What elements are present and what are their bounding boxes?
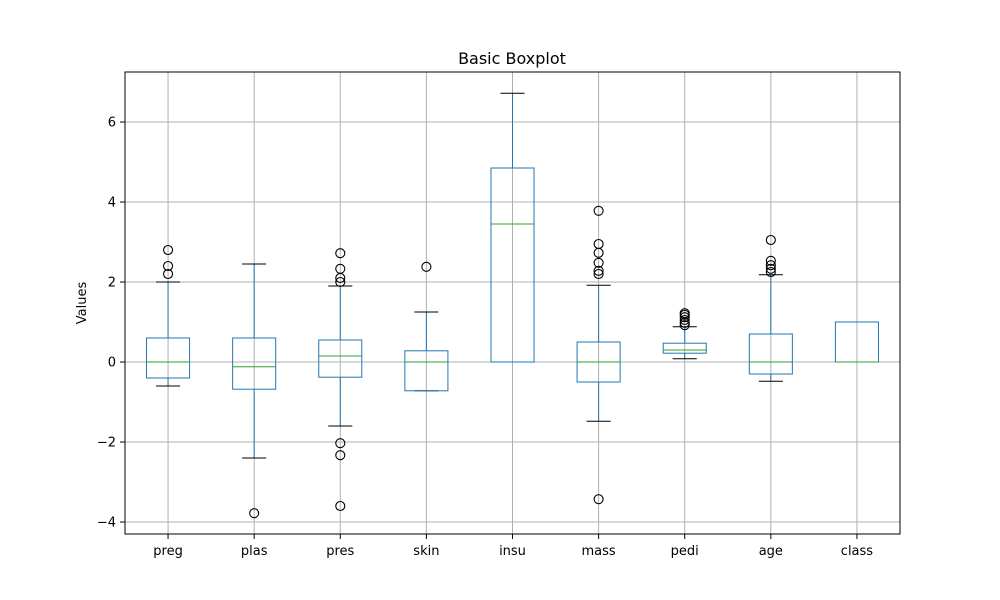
outlier-point xyxy=(593,205,604,216)
x-tick-label: age xyxy=(759,544,783,559)
x-tick-label: preg xyxy=(153,544,183,559)
x-tick-label: mass xyxy=(582,544,616,559)
y-tick-label: −4 xyxy=(97,516,116,531)
iqr-box xyxy=(146,337,191,379)
iqr-box xyxy=(748,333,793,375)
outlier-point xyxy=(765,263,776,274)
outlier-point xyxy=(335,450,346,461)
box-class xyxy=(834,321,879,363)
chart-title: Basic Boxplot xyxy=(458,49,566,68)
outlier-point xyxy=(335,263,346,274)
box-plas xyxy=(232,263,277,519)
x-tick-label: plas xyxy=(241,544,268,559)
y-tick-label: 0 xyxy=(108,356,116,371)
x-tick-label: pedi xyxy=(671,544,699,559)
iqr-box xyxy=(232,337,277,390)
outlier-point xyxy=(335,500,346,512)
outlier-point xyxy=(593,265,604,276)
outlier-point xyxy=(335,438,346,449)
tick-layer: −4 −2 0 2 4 6 preg plas pres skin insu mass pedi age c… xyxy=(97,116,873,560)
x-tick-label: class xyxy=(841,544,873,559)
outlier-point xyxy=(249,508,260,519)
outlier-point xyxy=(679,314,690,326)
outlier-point xyxy=(593,494,604,505)
outlier-point xyxy=(593,268,604,280)
outlier-point xyxy=(163,244,174,256)
outlier-point xyxy=(765,255,776,266)
iqr-box xyxy=(490,167,535,363)
y-tick-label: −2 xyxy=(97,436,116,451)
outlier-point xyxy=(163,260,174,272)
box-pres xyxy=(318,248,363,512)
iqr-box xyxy=(662,342,707,354)
outlier-point xyxy=(593,257,604,268)
box-layer xyxy=(146,92,879,519)
outlier-point xyxy=(593,238,604,250)
outlier-point xyxy=(421,261,432,272)
y-tick-label: 2 xyxy=(108,276,116,291)
y-tick-label: 6 xyxy=(108,116,116,131)
iqr-box xyxy=(404,350,449,392)
outlier-point xyxy=(679,312,690,323)
outlier-point xyxy=(163,268,174,280)
box-pedi xyxy=(662,308,707,360)
box-age xyxy=(748,234,793,382)
outlier-point xyxy=(765,234,776,246)
outlier-point xyxy=(679,317,690,328)
box-skin xyxy=(404,261,449,392)
y-axis-label: Values xyxy=(75,282,90,325)
outlier-point xyxy=(679,308,690,319)
outlier-point xyxy=(335,248,346,259)
x-tick-label: insu xyxy=(499,544,526,559)
iqr-box xyxy=(318,339,363,378)
x-tick-label: pres xyxy=(326,544,354,559)
box-preg xyxy=(146,244,191,387)
outlier-point xyxy=(679,320,690,331)
box-insu xyxy=(490,92,535,363)
box-mass xyxy=(576,205,621,505)
x-tick-label: skin xyxy=(413,544,439,559)
outlier-point xyxy=(335,276,346,288)
outlier-point xyxy=(765,260,776,271)
outlier-point xyxy=(765,266,776,278)
y-tick-label: 4 xyxy=(108,196,116,211)
